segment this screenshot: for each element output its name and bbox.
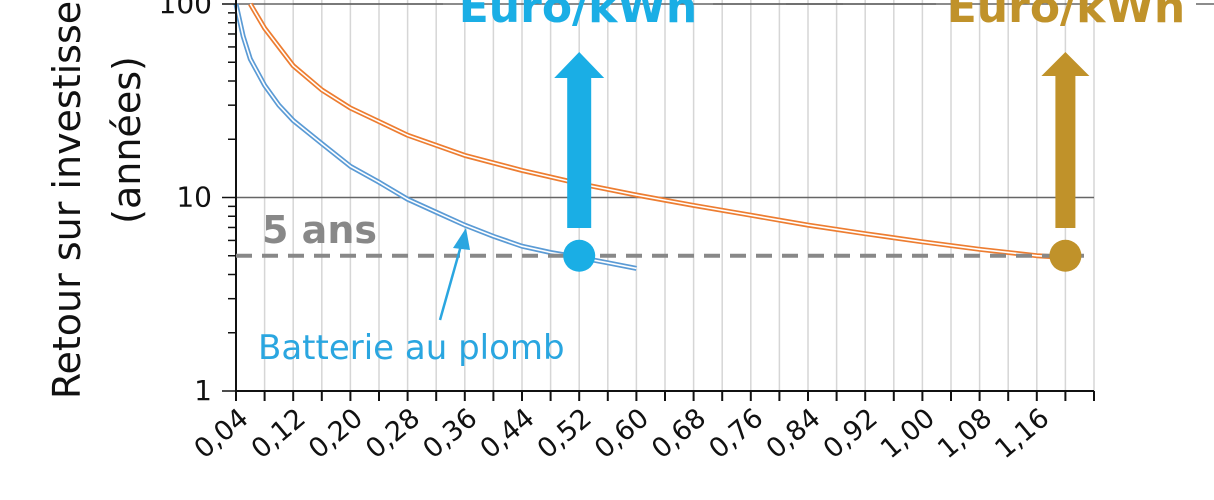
series-line-highlight-0 xyxy=(235,3,637,270)
callout-arrow-head xyxy=(453,228,470,250)
x-tick-label: 0,44 xyxy=(475,403,541,465)
x-tick-label: 1,00 xyxy=(875,403,941,465)
x-tick-label: 0,20 xyxy=(303,403,369,465)
marker-point xyxy=(563,239,596,272)
callout-arrow xyxy=(438,228,470,321)
arrow-shaft xyxy=(567,76,592,228)
callout-arrow-line xyxy=(438,241,464,321)
x-tick-label: 0,60 xyxy=(589,403,655,465)
x-tick-label: 0,68 xyxy=(646,403,712,465)
marker-point xyxy=(1049,239,1082,272)
arrows xyxy=(554,52,1090,228)
markers xyxy=(563,239,1082,272)
x-tick-label: 0,52 xyxy=(532,403,598,465)
y-ticks: 1 10 100 xyxy=(159,0,236,407)
callout-label: Batterie au plomb xyxy=(258,328,565,368)
y-tick-label: 100 xyxy=(159,0,212,20)
arrow-head xyxy=(1041,52,1090,76)
x-tick-label: 0,04 xyxy=(189,403,255,465)
y-tick-label: 10 xyxy=(176,181,212,214)
x-tick-label: 1,16 xyxy=(989,403,1055,465)
x-tick-label: 0,12 xyxy=(246,403,312,465)
annotation-euro-kwh-gold: Euro/kWh xyxy=(947,0,1186,33)
annotation-euro-kwh-blue: Euro/kWh xyxy=(459,0,698,33)
x-tick-label: 1,08 xyxy=(932,403,998,465)
x-ticks: 0,040,120,200,280,360,440,520,600,680,76… xyxy=(189,391,1095,465)
x-tick-label: 0,76 xyxy=(703,403,769,465)
series-line-highlight-1 xyxy=(249,3,1066,259)
arrow-shaft xyxy=(1055,74,1076,228)
y-tick-label: 1 xyxy=(194,374,212,407)
y-axis-label-unit: (années) xyxy=(105,56,149,224)
arrow-head xyxy=(554,52,605,78)
y-axis-label: Retour sur investisse xyxy=(45,1,89,399)
reference-label: 5 ans xyxy=(262,208,377,252)
x-tick-label: 0,36 xyxy=(417,403,483,465)
x-tick-label: 0,84 xyxy=(761,403,827,465)
series-layer xyxy=(233,2,1066,271)
x-tick-label: 0,92 xyxy=(818,403,884,465)
x-tick-label: 0,28 xyxy=(360,403,426,465)
